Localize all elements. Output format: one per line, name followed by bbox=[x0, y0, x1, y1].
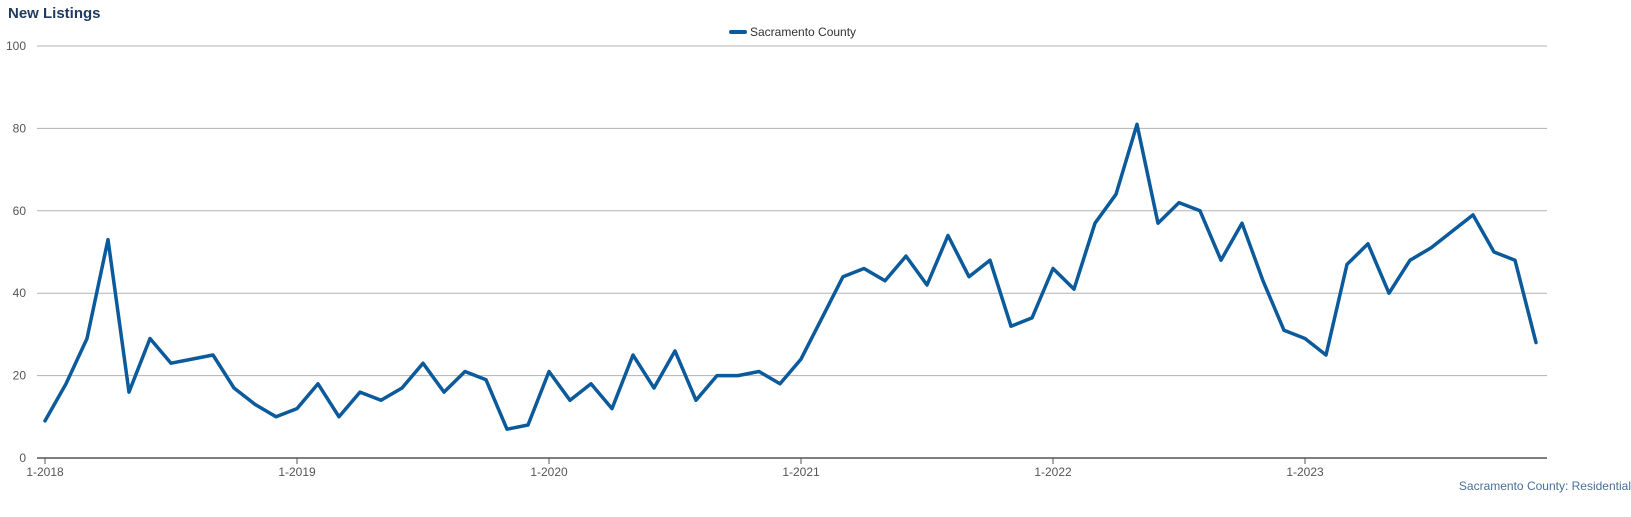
x-tick-label: 1-2021 bbox=[782, 465, 820, 479]
series-layer bbox=[39, 118, 1542, 435]
data-point[interactable] bbox=[1530, 337, 1542, 349]
data-point[interactable] bbox=[165, 357, 177, 369]
y-tick-label: 20 bbox=[13, 369, 27, 383]
data-point[interactable] bbox=[774, 378, 786, 390]
x-tick-label: 1-2019 bbox=[278, 465, 316, 479]
data-point[interactable] bbox=[144, 333, 156, 345]
data-point[interactable] bbox=[102, 234, 114, 246]
data-point[interactable] bbox=[858, 262, 870, 274]
data-point[interactable] bbox=[543, 365, 555, 377]
legend[interactable]: Sacramento County bbox=[729, 25, 856, 39]
data-point[interactable] bbox=[207, 349, 219, 361]
data-point[interactable] bbox=[1278, 324, 1290, 336]
data-point[interactable] bbox=[1047, 262, 1059, 274]
data-point[interactable] bbox=[1257, 275, 1269, 287]
y-tick-label: 40 bbox=[13, 286, 27, 300]
data-point[interactable] bbox=[648, 382, 660, 394]
y-tick-label: 0 bbox=[19, 451, 26, 465]
data-point[interactable] bbox=[795, 353, 807, 365]
data-point[interactable] bbox=[1068, 283, 1080, 295]
y-tick-label: 60 bbox=[13, 204, 27, 218]
data-point[interactable] bbox=[417, 357, 429, 369]
data-point[interactable] bbox=[186, 353, 198, 365]
data-point[interactable] bbox=[564, 394, 576, 406]
data-point[interactable] bbox=[39, 415, 51, 427]
x-tick-label: 1-2023 bbox=[1286, 465, 1324, 479]
legend-label: Sacramento County bbox=[750, 25, 856, 39]
data-point[interactable] bbox=[228, 382, 240, 394]
data-point[interactable] bbox=[921, 279, 933, 291]
data-point[interactable] bbox=[333, 411, 345, 423]
data-point[interactable] bbox=[1320, 349, 1332, 361]
data-point[interactable] bbox=[963, 271, 975, 283]
data-point[interactable] bbox=[837, 271, 849, 283]
data-point[interactable] bbox=[1152, 217, 1164, 229]
data-point[interactable] bbox=[732, 370, 744, 382]
data-point[interactable] bbox=[1383, 287, 1395, 299]
data-point[interactable] bbox=[1509, 254, 1521, 266]
gridlines bbox=[37, 45, 1547, 377]
data-point[interactable] bbox=[438, 386, 450, 398]
data-point[interactable] bbox=[669, 345, 681, 357]
data-point[interactable] bbox=[1215, 254, 1227, 266]
data-point[interactable] bbox=[879, 275, 891, 287]
data-point[interactable] bbox=[1467, 209, 1479, 221]
data-point[interactable] bbox=[984, 254, 996, 266]
data-point[interactable] bbox=[123, 386, 135, 398]
data-point[interactable] bbox=[1005, 320, 1017, 332]
data-point[interactable] bbox=[354, 386, 366, 398]
data-point[interactable] bbox=[60, 378, 72, 390]
chart-footer: Sacramento County: Residential bbox=[1458, 479, 1631, 493]
x-tick-label: 1-2022 bbox=[1034, 465, 1072, 479]
data-point[interactable] bbox=[1194, 205, 1206, 217]
y-tick-label: 80 bbox=[13, 121, 27, 135]
data-point[interactable] bbox=[1110, 188, 1122, 200]
data-point[interactable] bbox=[312, 378, 324, 390]
data-point[interactable] bbox=[690, 394, 702, 406]
data-point[interactable] bbox=[459, 365, 471, 377]
x-tick-label: 1-2018 bbox=[26, 465, 64, 479]
y-tick-label: 100 bbox=[6, 39, 26, 53]
data-point[interactable] bbox=[711, 370, 723, 382]
data-point[interactable] bbox=[1362, 238, 1374, 250]
data-point[interactable] bbox=[816, 312, 828, 324]
data-point[interactable] bbox=[585, 378, 597, 390]
x-tick-label: 1-2020 bbox=[530, 465, 568, 479]
data-point[interactable] bbox=[900, 250, 912, 262]
data-point[interactable] bbox=[249, 398, 261, 410]
data-point[interactable] bbox=[480, 374, 492, 386]
data-point[interactable] bbox=[375, 394, 387, 406]
data-point[interactable] bbox=[291, 403, 303, 415]
data-point[interactable] bbox=[1488, 246, 1500, 258]
data-point[interactable] bbox=[1131, 118, 1143, 130]
data-point[interactable] bbox=[396, 382, 408, 394]
data-point[interactable] bbox=[1236, 217, 1248, 229]
x-axis: 1-2018 1-2019 1-2020 1-2021 1-2022 1-2023 bbox=[26, 457, 1547, 479]
chart-title: New Listings bbox=[8, 5, 101, 22]
data-point[interactable] bbox=[942, 230, 954, 242]
data-point[interactable] bbox=[1173, 197, 1185, 209]
data-point[interactable] bbox=[1299, 333, 1311, 345]
data-point[interactable] bbox=[1425, 242, 1437, 254]
data-point[interactable] bbox=[1089, 217, 1101, 229]
data-point[interactable] bbox=[1404, 254, 1416, 266]
data-point[interactable] bbox=[270, 411, 282, 423]
data-point[interactable] bbox=[501, 423, 513, 435]
data-point[interactable] bbox=[627, 349, 639, 361]
data-point[interactable] bbox=[1446, 225, 1458, 237]
data-point[interactable] bbox=[1026, 312, 1038, 324]
data-point[interactable] bbox=[522, 419, 534, 431]
series-line-0 bbox=[43, 122, 1538, 431]
y-axis-ticks: 0 20 40 60 80 100 bbox=[6, 39, 26, 465]
data-point[interactable] bbox=[753, 365, 765, 377]
data-point[interactable] bbox=[81, 333, 93, 345]
data-point[interactable] bbox=[1341, 258, 1353, 270]
data-point[interactable] bbox=[606, 403, 618, 415]
